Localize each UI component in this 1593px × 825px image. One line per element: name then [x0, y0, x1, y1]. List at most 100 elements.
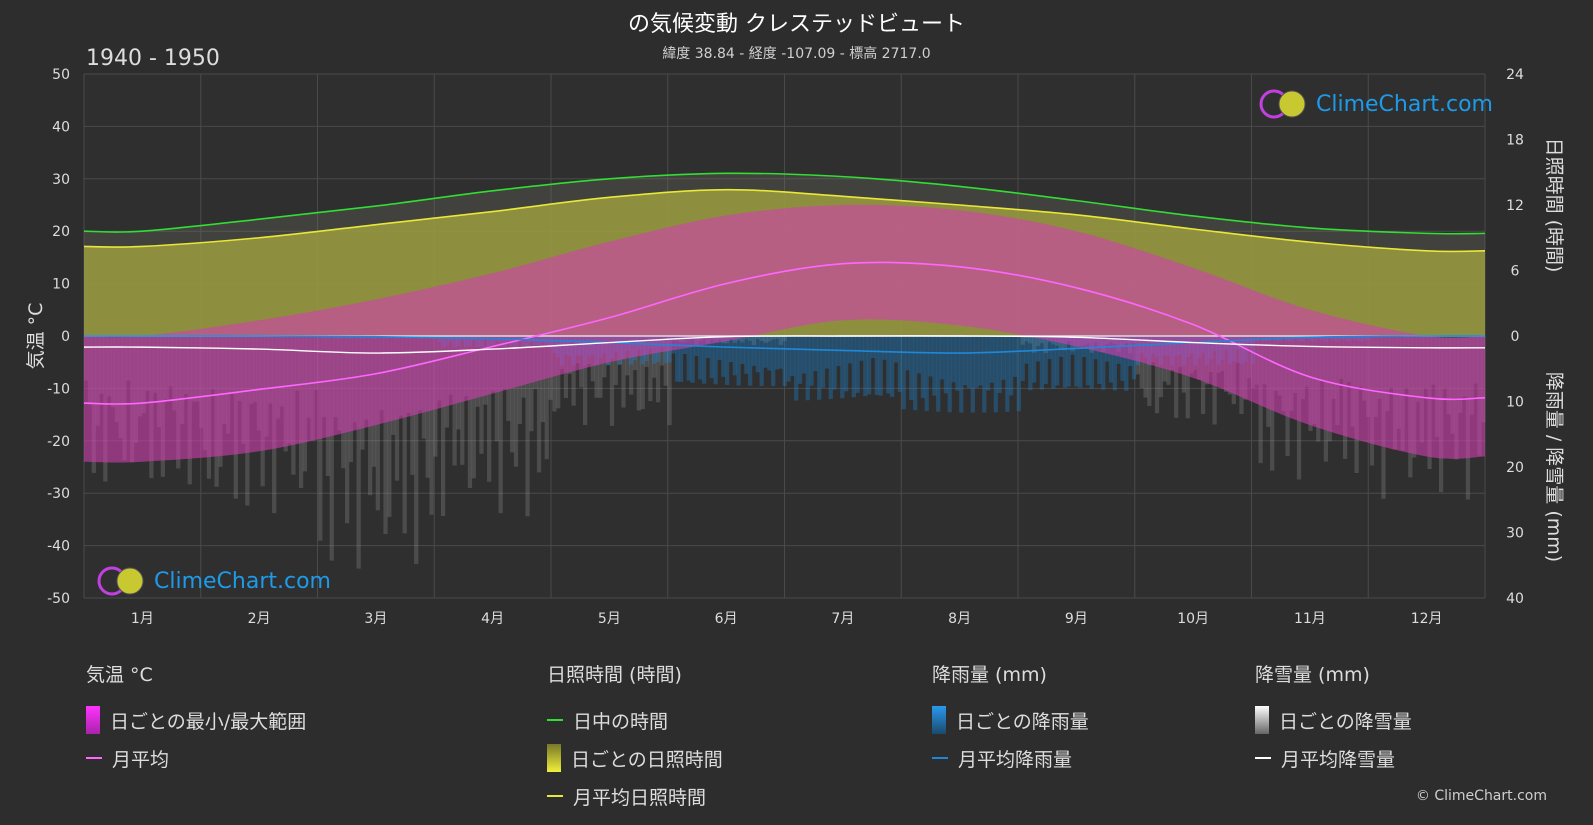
- snow-bar: [387, 336, 392, 517]
- snow-bar: [529, 336, 534, 432]
- rain-bar: [675, 336, 680, 382]
- snow-bar: [640, 336, 645, 410]
- rain-bar: [855, 336, 860, 393]
- temp-range-band: [84, 204, 1485, 463]
- rain-bar: [690, 336, 695, 383]
- rain-bar: [1120, 336, 1125, 381]
- rain-bar: [686, 336, 691, 381]
- snow-bar: [471, 336, 476, 479]
- legend-label: 月平均降雪量: [1281, 748, 1396, 771]
- y-right-top-tick-label: 24: [1506, 67, 1524, 83]
- rain-bar: [966, 336, 972, 389]
- rain-bar: [755, 336, 760, 373]
- rain-bar: [736, 336, 741, 386]
- snow-bar: [356, 336, 361, 569]
- snow-bar: [536, 336, 542, 473]
- rain-bar: [751, 336, 757, 366]
- y-right-bottom-tick-label: 10: [1506, 395, 1524, 411]
- y-right-bottom-tick-label: 40: [1506, 591, 1524, 607]
- rain-bar: [947, 336, 952, 413]
- rain-bar: [1039, 336, 1044, 390]
- chart-subtitle: 緯度 38.84 - 経度 -107.09 - 標高 2717.0: [662, 46, 931, 62]
- legend-item-temp-avg: 月平均: [86, 739, 306, 777]
- logo-top-right[interactable]: ClimeChart.com: [1258, 88, 1493, 120]
- rain-bar: [847, 336, 853, 364]
- snow-bar: [740, 336, 745, 343]
- snow-bar: [767, 336, 772, 342]
- logo-bottom-left[interactable]: ClimeChart.com: [96, 565, 331, 597]
- snow-bar: [652, 336, 657, 378]
- snow-bar: [1147, 336, 1152, 406]
- x-tick-label: 11月: [1294, 611, 1326, 627]
- snow-bar: [594, 336, 599, 398]
- rain-bar: [748, 336, 753, 386]
- rain-bar: [997, 336, 1002, 393]
- snow-bar: [1020, 336, 1025, 345]
- rain-bar: [1078, 336, 1083, 388]
- snow-bar: [774, 336, 780, 339]
- y-right-top-tick-label: 6: [1511, 264, 1520, 280]
- rain-bar: [778, 336, 783, 369]
- snow-bar: [667, 336, 672, 426]
- y-right-bottom-title: 降雨量 / 降雪量 (mm): [1543, 372, 1565, 562]
- x-tick-label: 1月: [131, 611, 154, 627]
- legend-head-sun: 日照時間 (時間): [547, 664, 682, 686]
- rain-bar: [955, 336, 960, 391]
- snow-swatch: [1255, 706, 1269, 734]
- snow-bar: [1024, 336, 1029, 342]
- rain-bar: [913, 336, 918, 411]
- snow-bar: [440, 336, 446, 516]
- rain-bar: [1101, 336, 1106, 390]
- legend-label: 日ごとの最小/最大範囲: [110, 710, 307, 733]
- snow-avg-swatch: [1255, 757, 1271, 759]
- snow-bar: [744, 336, 749, 340]
- rain-bar: [951, 336, 956, 383]
- rain-bar: [1024, 336, 1029, 364]
- y-left-tick-label: -10: [47, 381, 70, 397]
- snow-bar: [329, 336, 334, 561]
- x-tick-label: 3月: [364, 611, 387, 627]
- rain-bar: [989, 336, 995, 383]
- rain-bar: [939, 336, 945, 380]
- snow-bar: [1039, 336, 1044, 344]
- rain-bar: [905, 336, 910, 371]
- snow-bar: [648, 336, 653, 402]
- daylight-swatch: [547, 719, 563, 721]
- climate-chart: 50 40 30 20 10 0 -10 -20 -30 -40 -50 24 18 12 6 0 10 20 30…: [25, 67, 1565, 627]
- y-left-tick-label: 20: [52, 224, 70, 240]
- snow-bar: [498, 336, 503, 514]
- logo-icon: [1259, 89, 1306, 119]
- snow-bar: [609, 336, 615, 426]
- snow-bar: [1185, 336, 1190, 419]
- snow-bar: [782, 336, 787, 342]
- rain-bar: [893, 336, 899, 363]
- rain-bar: [805, 336, 810, 401]
- rain-bar: [867, 336, 872, 395]
- rain-bar: [1028, 336, 1033, 391]
- legend-item-snow-avg: 月平均降雪量: [1255, 739, 1412, 777]
- rain-bar: [820, 336, 826, 388]
- legend-snow: 降雪量 (mm) 日ごとの降雪量 月平均降雪量: [1255, 660, 1412, 777]
- x-tick-label: 9月: [1065, 611, 1088, 627]
- snow-bar: [1043, 336, 1048, 354]
- snow-avg-line: [83, 335, 1486, 354]
- y-left-title: 気温 °C: [25, 303, 47, 370]
- rain-bar: [740, 336, 745, 364]
- sunshine-avg-line: [83, 188, 1486, 253]
- x-tick-label: 10月: [1177, 611, 1209, 627]
- rain-bar: [698, 336, 703, 380]
- logo-text: ClimeChart.com: [154, 568, 331, 594]
- rain-bar: [1047, 336, 1052, 360]
- daylight-line: [83, 172, 1486, 235]
- rain-bar: [1058, 336, 1064, 357]
- legend-label: 月平均: [112, 748, 170, 771]
- rain-bar: [797, 336, 803, 384]
- snow-bar: [467, 336, 473, 488]
- rain-bar: [909, 336, 914, 401]
- snow-bar: [510, 336, 515, 453]
- legend-item-daylight: 日中の時間: [547, 701, 723, 739]
- logo-icon: [97, 566, 144, 596]
- rain-bar: [721, 336, 726, 377]
- snow-bar: [525, 336, 530, 517]
- sunshine-swatch: [547, 744, 561, 772]
